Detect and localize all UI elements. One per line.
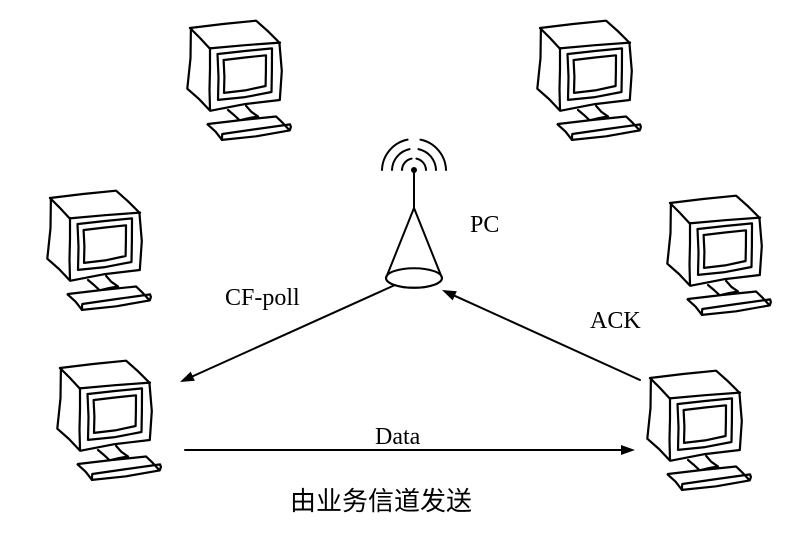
computer-top-right xyxy=(537,21,641,140)
computer-mid-right xyxy=(667,196,771,315)
access-point: PC xyxy=(382,140,499,288)
arrow-ack: ACK xyxy=(442,290,641,380)
computer-bottom-left xyxy=(57,361,161,480)
arrow-cf-poll-label: CF-poll xyxy=(225,285,300,311)
diagram-canvas: PC CF-poll Data ACK 由业务信道发送 xyxy=(0,0,800,546)
arrow-data: Data xyxy=(185,424,635,455)
computer-top-left xyxy=(187,21,291,140)
computer-mid-left xyxy=(47,191,151,310)
access-point-label: PC xyxy=(470,212,499,238)
arrow-ack-label: ACK xyxy=(590,308,641,334)
computer-bottom-right xyxy=(647,371,751,490)
arrow-cf-poll: CF-poll xyxy=(180,285,395,382)
caption: 由业务信道发送 xyxy=(290,487,472,516)
arrow-data-label: Data xyxy=(375,424,421,450)
